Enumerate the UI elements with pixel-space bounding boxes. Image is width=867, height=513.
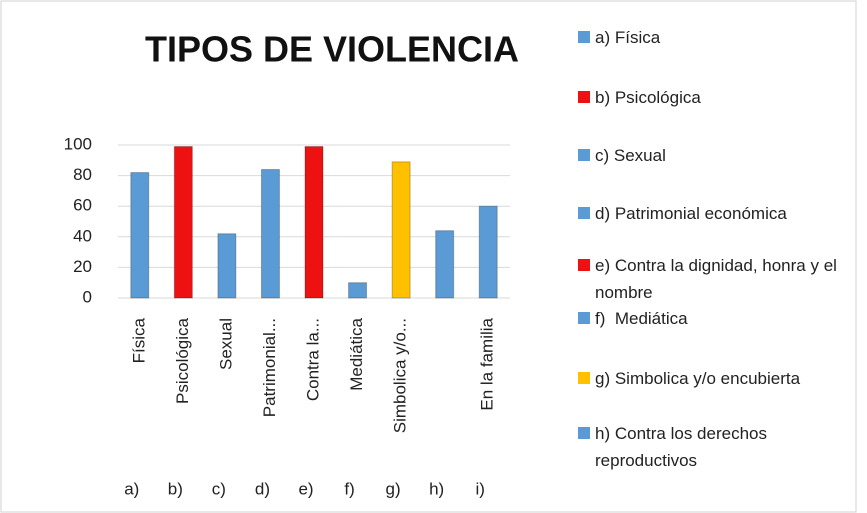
group-label: i) <box>475 479 484 498</box>
group-label: d) <box>255 479 270 498</box>
legend-swatch <box>578 427 590 439</box>
legend-item: d) Patrimonial económica <box>578 200 860 227</box>
legend-swatch <box>578 149 590 161</box>
y-tick-label: 80 <box>73 165 92 184</box>
legend-item: g) Simbolica y/o encubierta <box>578 365 860 392</box>
x-tick-label: Contra la... <box>303 318 322 401</box>
group-label: f) <box>344 479 354 498</box>
legend-label: e) Contra la dignidad, honra y el nombre <box>595 256 842 302</box>
legend-label: a) Física <box>595 28 661 47</box>
legend-swatch <box>578 259 590 271</box>
chart-title: TIPOS DE VIOLENCIA <box>145 29 519 70</box>
legend-swatch <box>578 207 590 219</box>
group-label: e) <box>298 479 313 498</box>
group-label: a) <box>124 479 139 498</box>
bar <box>130 172 150 299</box>
group-label: b) <box>168 479 183 498</box>
legend-swatch <box>578 372 590 384</box>
legend-item: b) Psicológica <box>578 84 860 111</box>
bar <box>435 230 455 299</box>
group-label: h) <box>429 479 444 498</box>
legend-item: e) Contra la dignidad, honra y el nombre <box>578 252 860 306</box>
bar <box>304 146 324 299</box>
y-tick-label: 0 <box>83 287 92 306</box>
x-tick-label: Sexual <box>216 318 235 370</box>
bar <box>260 168 280 299</box>
legend-item: c) Sexual <box>578 142 860 169</box>
legend-label: c) Sexual <box>595 146 666 165</box>
x-tick-label: En la familia <box>478 317 497 410</box>
y-tick-label: 40 <box>73 226 92 245</box>
x-tick-label: Simbolica y/o... <box>391 318 410 433</box>
group-label: c) <box>212 479 226 498</box>
legend-label: h) Contra los derechos reproductivos <box>595 424 772 470</box>
group-label: g) <box>386 479 401 498</box>
legend-label: b) Psicológica <box>595 88 701 107</box>
legend-item: a) Física <box>578 24 860 51</box>
bar <box>478 205 498 299</box>
legend-swatch <box>578 91 590 103</box>
bar <box>217 233 237 299</box>
x-tick-label: Psicológica <box>173 317 192 404</box>
x-tick-label: Mediática <box>347 317 366 390</box>
y-tick-label: 100 <box>64 134 92 153</box>
legend-swatch <box>578 31 590 43</box>
x-tick-label: Física <box>129 317 148 363</box>
y-tick-label: 60 <box>73 196 92 215</box>
bar <box>348 282 368 299</box>
legend-item: h) Contra los derechos reproductivos <box>578 420 860 474</box>
bar <box>173 146 193 299</box>
legend-item: f) Mediática <box>578 305 860 332</box>
legend-label: f) Mediática <box>595 309 688 328</box>
legend-label: d) Patrimonial económica <box>595 204 787 223</box>
legend-label: g) Simbolica y/o encubierta <box>595 369 801 388</box>
y-tick-label: 20 <box>73 257 92 276</box>
x-tick-label: Patrimonial... <box>260 318 279 417</box>
legend-swatch <box>578 312 590 324</box>
bar <box>391 161 411 299</box>
